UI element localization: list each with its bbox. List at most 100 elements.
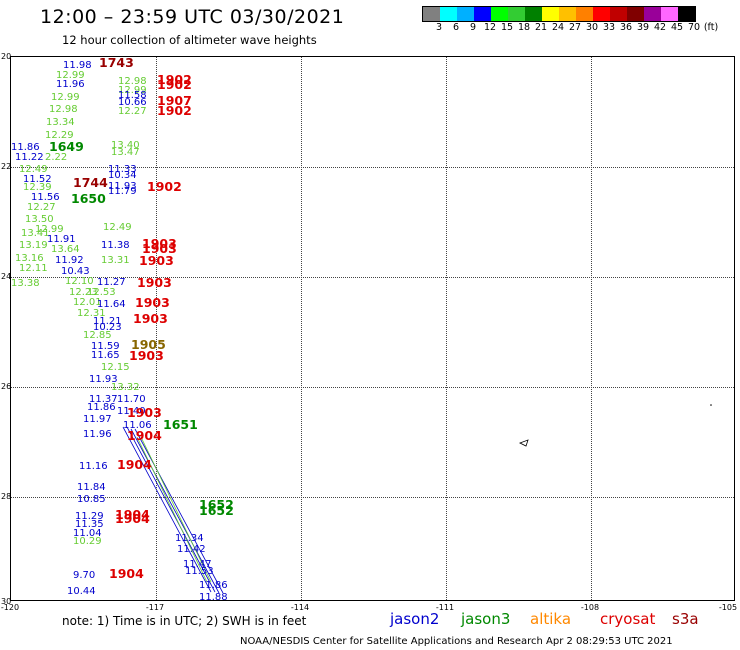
wave-height-label: 11.35 — [75, 519, 104, 530]
legend-label: 36 — [619, 22, 633, 33]
wave-height-label: 10.85 — [77, 494, 106, 505]
legend-swatch — [678, 7, 695, 21]
satellite-track — [134, 428, 224, 594]
time-label: 1905 — [131, 337, 166, 352]
wave-height-label: 12.99 — [35, 224, 64, 235]
wave-height-label: 11.33 — [108, 164, 137, 175]
wave-height-label: 13.40 — [111, 140, 140, 151]
time-label: 1903 — [137, 275, 172, 290]
wave-height-label: 11.96 — [56, 79, 85, 90]
time-label: 1902 — [157, 72, 192, 87]
legend-label: 24 — [551, 22, 565, 33]
wave-height-label: 11.27 — [97, 277, 126, 288]
wave-height-label: 11.91 — [47, 234, 76, 245]
wave-height-label: 11.93 — [89, 374, 118, 385]
wave-height-label: 13.19 — [19, 240, 48, 251]
wave-height-label: 12.98 — [118, 76, 147, 87]
wave-height-label: 13.32 — [111, 382, 140, 393]
time-label: 1743 — [99, 56, 134, 70]
time-label: 1904 — [115, 507, 150, 522]
legend-swatch — [644, 7, 661, 21]
grid-line — [156, 57, 157, 600]
legend-label: 42 — [653, 22, 667, 33]
wave-height-label: 11.22 — [15, 152, 44, 163]
track-lines — [122, 404, 712, 594]
satellite-legend-altika: altika — [530, 610, 572, 628]
wave-height-label: 12.29 — [45, 130, 74, 141]
wave-height-label: 11.53 — [185, 566, 214, 577]
wave-height-label: 11.42 — [177, 544, 206, 555]
legend-swatch — [508, 7, 525, 21]
wave-height-label: 13.41 — [21, 228, 50, 239]
wave-height-label: 12.31 — [77, 308, 106, 319]
legend-label: 70 — [687, 22, 701, 33]
grid-line — [591, 57, 592, 600]
footer-note: note: 1) Time is in UTC; 2) SWH is in fe… — [62, 614, 307, 628]
lat-tick-label: 26 — [1, 382, 12, 391]
wave-height-label: 9.70 — [73, 570, 96, 581]
wave-height-label: 11.88 — [199, 592, 228, 601]
lon-tick-label: -114 — [290, 603, 310, 612]
wave-height-label: 10.34 — [108, 170, 137, 181]
wave-height-label: 11.29 — [75, 511, 104, 522]
wave-height-label: 12.99 — [118, 85, 147, 96]
wave-height-label: 10.66 — [118, 97, 147, 108]
satellite-track — [140, 436, 212, 583]
lat-tick-label: 20 — [1, 52, 12, 61]
legend-label: 15 — [500, 22, 514, 33]
time-label: 1904 — [109, 566, 144, 581]
time-label: 1903 — [127, 405, 162, 420]
legend-label: 6 — [452, 22, 460, 33]
wave-height-label: 13.31 — [101, 255, 130, 266]
wave-height-label: 12.99 — [56, 70, 85, 81]
legend-swatch — [457, 7, 474, 21]
legend-swatch — [423, 7, 440, 21]
satellite-track — [126, 426, 216, 593]
wave-height-label: 12.39 — [23, 182, 52, 193]
legend-swatch — [440, 7, 457, 21]
satellite-track — [130, 428, 220, 594]
lon-tick-label: -117 — [145, 603, 165, 612]
wave-height-label: 11.16 — [79, 461, 108, 472]
lat-tick-label: 30 — [1, 597, 12, 606]
wave-height-label: 12.23 — [69, 287, 98, 298]
time-label: 1904 — [117, 457, 152, 472]
wave-height-label: 10.29 — [73, 536, 102, 547]
wave-height-label: 13.16 — [15, 253, 44, 264]
legend-label: 3 — [435, 22, 443, 33]
wave-height-label: 10.44 — [67, 586, 96, 597]
wave-height-label: 2.22 — [45, 152, 68, 163]
legend-label: 27 — [568, 22, 582, 33]
lon-tick-label: -105 — [718, 603, 738, 612]
time-label: 1652 — [199, 503, 234, 518]
lon-tick-label: -108 — [580, 603, 600, 612]
time-label: 1903 — [142, 236, 177, 251]
time-label: 1902 — [157, 77, 192, 92]
wave-height-label: 11.37 — [89, 394, 118, 405]
wave-height-label: 11.86 — [11, 142, 40, 153]
wave-height-label: 11.04 — [73, 528, 102, 539]
wave-height-label: 10.43 — [61, 266, 90, 277]
satellite-legend-cryosat: cryosat — [600, 610, 656, 628]
legend-swatch — [610, 7, 627, 21]
legend-swatch — [627, 7, 644, 21]
map-subtitle: 12 hour collection of altimeter wave hei… — [62, 33, 317, 47]
grid-line — [11, 167, 734, 168]
wave-height-label: 12.49 — [19, 164, 48, 175]
wave-height-label: 12.99 — [51, 92, 80, 103]
legend-swatch — [542, 7, 559, 21]
wave-height-label: 11.93 — [108, 181, 137, 192]
wave-height-label: 12.15 — [101, 362, 130, 373]
lat-tick-label: 22 — [1, 162, 12, 171]
time-label: 1902 — [157, 103, 192, 118]
legend-swatch — [661, 7, 678, 21]
wave-height-label: 11.79 — [108, 186, 137, 197]
legend-label: 30 — [585, 22, 599, 33]
grid-line — [446, 57, 447, 600]
island-outline — [519, 439, 529, 447]
wave-height-label: 12.01 — [73, 297, 102, 308]
time-label: 1902 — [147, 179, 182, 194]
lon-tick-label: -120 — [0, 603, 20, 612]
map-title: 12:00 – 23:59 UTC 03/30/2021 — [40, 6, 345, 28]
wave-height-label: 11.65 — [91, 350, 120, 361]
